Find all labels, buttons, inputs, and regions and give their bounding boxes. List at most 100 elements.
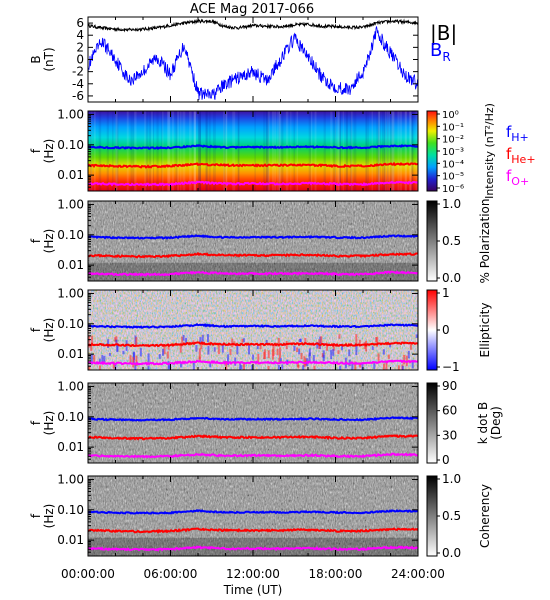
spectrogram-streak [314, 111, 317, 191]
spectrogram-speck [293, 345, 296, 351]
colorbar-label-polarization: % Polarization [478, 199, 492, 284]
spectrogram-speck [285, 341, 288, 350]
spectrogram-streak [393, 111, 395, 191]
legend-gyro-sub: He+ [511, 153, 535, 166]
ytick-label-coherency: 0.10 [57, 503, 84, 517]
colorbar-tick-label-kdotb: 90 [442, 379, 457, 393]
spectrogram-speck [198, 348, 201, 360]
spectrogram-speck [236, 344, 239, 355]
spectrogram-speck [240, 365, 243, 369]
colorbar-tick-label-intensity: 10⁻⁴ [442, 159, 464, 170]
legend-gyro-0: fH+ [506, 123, 529, 144]
spectrogram-streak [237, 111, 239, 191]
spectrogram-streak [390, 111, 394, 191]
xtick-label: 24:00:00 [391, 567, 445, 581]
spectrogram-streak [391, 111, 395, 191]
spectrogram-speck [312, 355, 315, 363]
spectrogram-streak [376, 111, 379, 191]
spectrogram-streak [293, 111, 296, 191]
spectrogram-speck [147, 365, 150, 370]
colorbar-tick-label-polarization: 0.0 [442, 271, 461, 285]
spectrogram-streak [223, 111, 226, 191]
spectrogram-streak [134, 111, 137, 191]
spectrogram-streak [161, 111, 163, 191]
line-f-heplus-coherency [88, 527, 418, 534]
spectrogram-streak [175, 111, 178, 191]
spectrogram-streak [274, 111, 277, 191]
spectrogram-streak [180, 111, 182, 191]
spectrogram-streak [389, 111, 391, 191]
spectrogram-speck [259, 342, 262, 350]
spectrogram-speck [227, 354, 230, 366]
spectrogram-speck [221, 344, 224, 353]
line-f-oplus-polarization [88, 270, 418, 277]
colorbar-tick-label-intensity: 10⁻³ [442, 147, 464, 158]
spectrogram-streak [382, 111, 385, 191]
spectrogram-streak [333, 111, 337, 191]
colorbar-coherency [426, 475, 438, 557]
colorbar-tick-label-kdotb: 60 [442, 404, 457, 418]
spectrogram-streak [254, 111, 256, 191]
panel-bg-kdotb [88, 383, 418, 463]
spectrogram-streak [126, 111, 129, 191]
spectrogram-streak [405, 111, 407, 191]
spectrogram-streak [386, 111, 389, 191]
spectrogram-streak [371, 111, 373, 191]
ytick-label-intensity: 0.10 [57, 138, 84, 152]
gyro-lines-polarization [88, 234, 418, 277]
gyro-lines-coherency [88, 509, 418, 552]
line-f-hplus-ellipticity [88, 323, 418, 329]
legend-br: BR [430, 40, 451, 64]
spectrogram-speck [163, 344, 166, 355]
spectrogram-noise [88, 476, 418, 556]
spectrogram-streak [334, 111, 337, 191]
spectrogram-streak [365, 111, 367, 191]
spectrogram-streak [115, 111, 118, 191]
colorbar-tick-label-intensity: 10⁻¹ [442, 122, 464, 133]
spectrogram-speck [320, 336, 323, 344]
spectrogram-streak [148, 111, 152, 191]
spectrogram-speck [279, 347, 282, 359]
spectrogram-speck [166, 351, 169, 359]
spectrogram-streak [156, 111, 159, 191]
spectrogram-speck [195, 345, 198, 352]
spectrogram-streak [378, 111, 381, 191]
spectrogram-speck [397, 365, 400, 370]
legend-btotal: |B| [430, 21, 457, 45]
spectrogram-speck [90, 343, 93, 351]
spectrogram-speck [303, 356, 306, 368]
legend-gyro-sub: O+ [511, 175, 529, 188]
ytick-label-coherency: 0.01 [57, 533, 84, 547]
spectrogram-speck [139, 348, 142, 357]
spectrogram-speck [88, 365, 91, 370]
xtick-label: 18:00:00 [309, 567, 363, 581]
spectrogram-speck [213, 347, 216, 352]
spectrogram-streak [144, 111, 147, 191]
spectrogram-speck [167, 346, 170, 350]
spectrogram-speck [348, 349, 351, 357]
spectrogram-streak [308, 111, 312, 191]
spectrogram-streak [285, 111, 289, 191]
spectrogram-streak [268, 111, 270, 191]
spectrogram-streak [271, 111, 275, 191]
ylabel-field-bottom: (nT) [42, 47, 56, 71]
line-f-hplus-kdotb [88, 416, 418, 422]
spectrogram-speck [373, 362, 376, 369]
panel-bg-polarization [88, 201, 418, 281]
legend-gyro-base: f [506, 145, 512, 163]
spectrogram-speck [135, 337, 138, 348]
spectrogram-speck [267, 350, 270, 359]
legend-br-base: B [430, 40, 442, 61]
colorbar-label-kdotb-line2: (Deg) [489, 406, 503, 440]
spectrogram-streak [167, 111, 171, 191]
spectrogram-speck [316, 341, 319, 349]
spectrogram-streak [267, 111, 269, 191]
colorbar-tick-label-ellipticity: 1 [442, 286, 450, 300]
spectrogram-streak [404, 111, 407, 191]
spectrogram-speck [242, 338, 245, 343]
spectrogram-speck [326, 342, 329, 351]
spectrogram-streak [330, 111, 333, 191]
spectrogram-streak [193, 111, 196, 191]
spectrogram-speck [132, 357, 135, 368]
